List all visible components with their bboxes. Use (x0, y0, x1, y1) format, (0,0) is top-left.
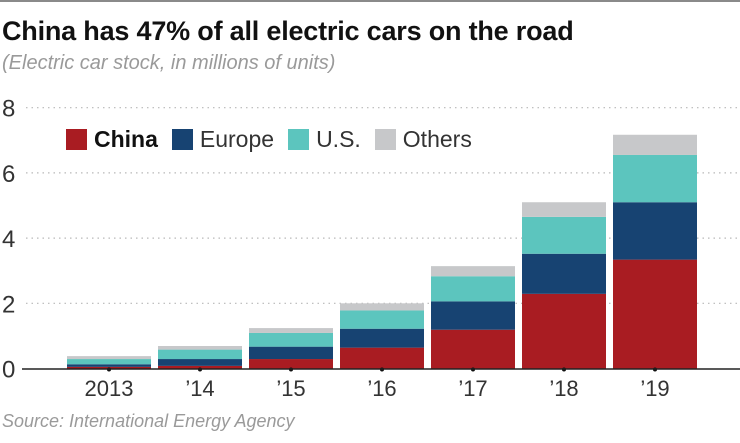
bar-segment-us (340, 310, 424, 329)
legend-item: China (66, 126, 158, 153)
bar-segment-us (522, 216, 606, 254)
x-tick-label: ’16 (367, 376, 396, 401)
x-tick-label: ’19 (640, 376, 669, 401)
bar-segment-others (431, 266, 515, 277)
bar-segment-us (249, 332, 333, 347)
chart-title: China has 47% of all electric cars on th… (2, 16, 574, 46)
x-tick-label: ’18 (549, 376, 578, 401)
bar-segment-us (613, 154, 697, 203)
bar-segment-china (249, 359, 333, 369)
legend-swatch (171, 129, 193, 150)
legend-label: Others (402, 126, 472, 152)
bar-segment-europe (431, 301, 515, 330)
legend: China Europe U.S. Others (66, 126, 486, 153)
x-tick-label: ’14 (185, 376, 214, 401)
bar-segment-others (340, 303, 424, 311)
y-tick-label: 8 (2, 96, 15, 123)
y-tick-label: 0 (2, 357, 15, 384)
bar-segment-china (158, 365, 242, 369)
bar-segment-others (158, 346, 242, 350)
bar-segment-us (431, 276, 515, 302)
legend-label: China (94, 126, 158, 152)
legend-label: U.S. (316, 126, 361, 152)
legend-item: U.S. (288, 126, 361, 153)
x-tick-label: ’15 (276, 376, 305, 401)
source-note: Source: International Energy Agency (2, 411, 295, 431)
bar-segment-europe (158, 359, 242, 366)
top-rule (0, 0, 740, 2)
legend-item: Others (374, 126, 472, 153)
bar-segment-europe (67, 364, 151, 367)
chart-subtitle: (Electric car stock, in millions of unit… (2, 52, 336, 74)
bar-segment-europe (249, 346, 333, 360)
bar-segment-others (522, 202, 606, 217)
bar-segment-china (522, 293, 606, 369)
y-tick-label: 2 (2, 291, 15, 318)
bar-segment-china (340, 347, 424, 369)
bar-segment-others (249, 328, 333, 333)
legend-label: Europe (199, 126, 275, 152)
bar-segment-europe (613, 202, 697, 260)
legend-swatch (374, 129, 396, 150)
bar-segment-europe (522, 253, 606, 294)
y-tick-label: 6 (2, 161, 15, 188)
x-tick-label: ’17 (458, 376, 487, 401)
legend-swatch (66, 129, 87, 150)
legend-item: Europe (171, 126, 275, 153)
bar-segment-china (613, 259, 697, 369)
bar-segment-us (158, 349, 242, 360)
bar-segment-europe (340, 328, 424, 348)
x-tick-label: 2013 (85, 376, 134, 401)
bar-segment-others (67, 356, 151, 360)
legend-swatch (288, 129, 310, 150)
bar-segment-us (67, 359, 151, 365)
bar-segment-china (431, 329, 515, 369)
y-tick-label: 4 (2, 226, 15, 253)
bar-segment-others (613, 134, 697, 155)
